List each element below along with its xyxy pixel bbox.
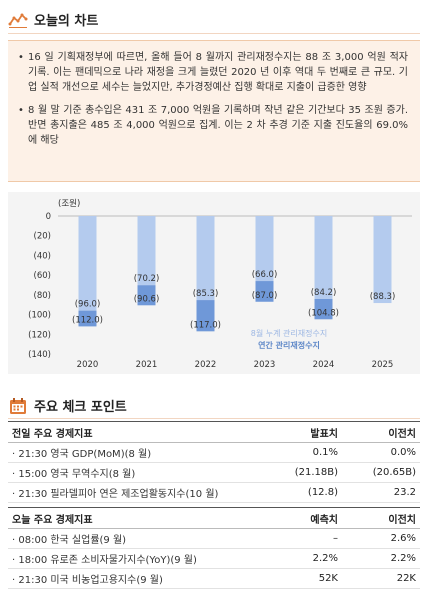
y-tick-label: (120)	[28, 330, 51, 340]
indicator-name: · 21:30 영국 GDP(MoM)(8 월)	[12, 449, 152, 460]
bullet-dot: •	[18, 52, 24, 63]
data-label-aug-cumulative: (96.0)	[75, 300, 101, 310]
indicator-previous: 2.2%	[390, 553, 416, 564]
bar-aug-cumulative	[78, 216, 97, 311]
prev-indicators-table: 전일 주요 경제지표 발표치 이전치 · 21:30 영국 GDP(MoM)(8…	[8, 421, 420, 503]
indicator-actual: 0.1%	[312, 447, 338, 458]
bar-aug-cumulative	[373, 216, 392, 304]
data-label-aug-cumulative: (88.3)	[370, 292, 396, 302]
y-tick-label: 0	[46, 212, 51, 222]
indicator-name: · 21:30 필라델피아 연은 제조업활동지수(10 월)	[12, 489, 219, 500]
indicator-previous: 23.2	[393, 487, 416, 498]
indicator-previous: 0.0%	[390, 447, 416, 458]
summary-box: • 16 일 기획재정부에 따르면, 올해 들어 8 월까지 관리재정수지는 8…	[8, 40, 420, 182]
table-header: 전일 주요 경제지표 발표치 이전치	[8, 421, 420, 443]
bar-annual	[78, 310, 97, 327]
indicator-forecast: 2.2%	[312, 553, 338, 564]
data-label-annual: (117.0)	[190, 320, 221, 330]
y-tick-label: (40)	[34, 251, 51, 261]
indicator-previous: 2.6%	[390, 533, 416, 544]
x-tick-label: 2021	[136, 360, 158, 370]
bar-annual	[137, 285, 156, 306]
table-row: · 21:30 필라델피아 연은 제조업활동지수(10 월) (12.8) 23…	[8, 483, 420, 503]
data-label-aug-cumulative: (66.0)	[252, 270, 278, 280]
header-actual: 발표치	[310, 428, 338, 440]
fiscal-balance-chart-svg: (조원) 0 (20) (40) (60) (80) (100) (120) (140) (96.…	[28, 199, 412, 370]
indicator-forecast: 52K	[318, 573, 338, 584]
table-row: · 15:00 영국 무역수지(8 월) (21.18B) (20.65B)	[8, 463, 420, 483]
table-header: 오늘 주요 경제지표 예측치 이전치	[8, 507, 420, 529]
indicator-name: · 18:00 유로존 소비자물가지수(YoY)(9 월)	[12, 555, 197, 566]
bar-aug-cumulative	[196, 216, 215, 301]
indicator-name: · 08:00 한국 실업률(9 월)	[12, 535, 127, 546]
summary-bullet-text: 8 월 말 기준 총수입은 431 조 7,000 억원을 기록하며 작년 같은…	[28, 105, 408, 146]
line-chart-icon	[8, 11, 28, 29]
header-indicator: 전일 주요 경제지표	[12, 428, 93, 440]
today-indicators-table: 오늘 주요 경제지표 예측치 이전치 · 08:00 한국 실업률(9 월) –…	[8, 507, 420, 589]
y-tick-label: (100)	[28, 311, 51, 321]
bar-annual	[255, 281, 274, 302]
bar-aug-cumulative	[314, 216, 333, 299]
y-tick-label: (20)	[34, 232, 51, 242]
bar-annual	[314, 298, 333, 320]
header-indicator: 오늘 주요 경제지표	[12, 514, 93, 526]
calendar-icon	[8, 397, 28, 415]
indicator-name: · 21:30 미국 비농업고용지수(9 월)	[12, 575, 163, 586]
table-row: · 18:00 유로존 소비자물가지수(YoY)(9 월) 2.2% 2.2%	[8, 549, 420, 569]
data-label-annual: (87.0)	[252, 291, 278, 301]
indicator-actual: (12.8)	[307, 487, 338, 498]
indicator-previous: 22K	[396, 573, 416, 584]
indicator-actual: (21.18B)	[294, 467, 338, 478]
bar-aug-cumulative	[255, 216, 274, 282]
header-forecast: 예측치	[310, 514, 338, 526]
x-tick-label: 2025	[372, 360, 394, 370]
x-tick-label: 2024	[313, 360, 335, 370]
check-section-title: 주요 체크 포인트	[34, 400, 127, 415]
chart-section-title: 오늘의 차트	[34, 14, 99, 29]
data-label-aug-cumulative: (70.2)	[134, 274, 160, 284]
data-label-annual: (104.8)	[308, 308, 339, 318]
bullet-dot: •	[18, 105, 24, 116]
legend-annual: 연간 관리재정수지	[258, 340, 320, 350]
bar-annual	[196, 300, 215, 332]
indicator-name: · 15:00 영국 무역수지(8 월)	[12, 469, 136, 480]
data-label-aug-cumulative: (85.3)	[193, 289, 219, 299]
y-tick-label: (140)	[28, 350, 51, 360]
summary-bullet: • 16 일 기획재정부에 따르면, 올해 들어 8 월까지 관리재정수지는 8…	[18, 50, 408, 95]
y-unit-label: (조원)	[58, 199, 80, 209]
data-label-annual: (90.6)	[134, 294, 160, 304]
summary-bullet-text: 16 일 기획재정부에 따르면, 올해 들어 8 월까지 관리재정수지는 88 …	[28, 52, 408, 93]
x-tick-label: 2020	[77, 360, 99, 370]
summary-bullet: • 8 월 말 기준 총수입은 431 조 7,000 억원을 기록하며 작년 …	[18, 103, 408, 148]
indicator-forecast: –	[333, 533, 338, 544]
x-tick-label: 2023	[254, 360, 276, 370]
table-row: · 21:30 미국 비농업고용지수(9 월) 52K 22K	[8, 569, 420, 589]
table-row: · 08:00 한국 실업률(9 월) – 2.6%	[8, 529, 420, 549]
x-tick-label: 2022	[195, 360, 217, 370]
data-label-annual: (112.0)	[72, 315, 103, 325]
indicator-previous: (20.65B)	[372, 467, 416, 478]
header-previous: 이전치	[388, 514, 416, 526]
data-label-aug-cumulative: (84.2)	[311, 288, 337, 298]
bar-aug-cumulative	[137, 216, 156, 286]
fiscal-balance-chart: (조원) 0 (20) (40) (60) (80) (100) (120) (140) (96.…	[8, 192, 420, 374]
legend-aug-cumulative: 8월 누계 관리재정수지	[251, 328, 327, 338]
y-tick-label: (60)	[34, 271, 51, 281]
table-row: · 21:30 영국 GDP(MoM)(8 월) 0.1% 0.0%	[8, 443, 420, 463]
check-section-header: 주요 체크 포인트	[8, 393, 420, 419]
chart-section-header: 오늘의 차트	[8, 6, 420, 34]
y-tick-label: (80)	[34, 291, 51, 301]
header-previous: 이전치	[388, 428, 416, 440]
